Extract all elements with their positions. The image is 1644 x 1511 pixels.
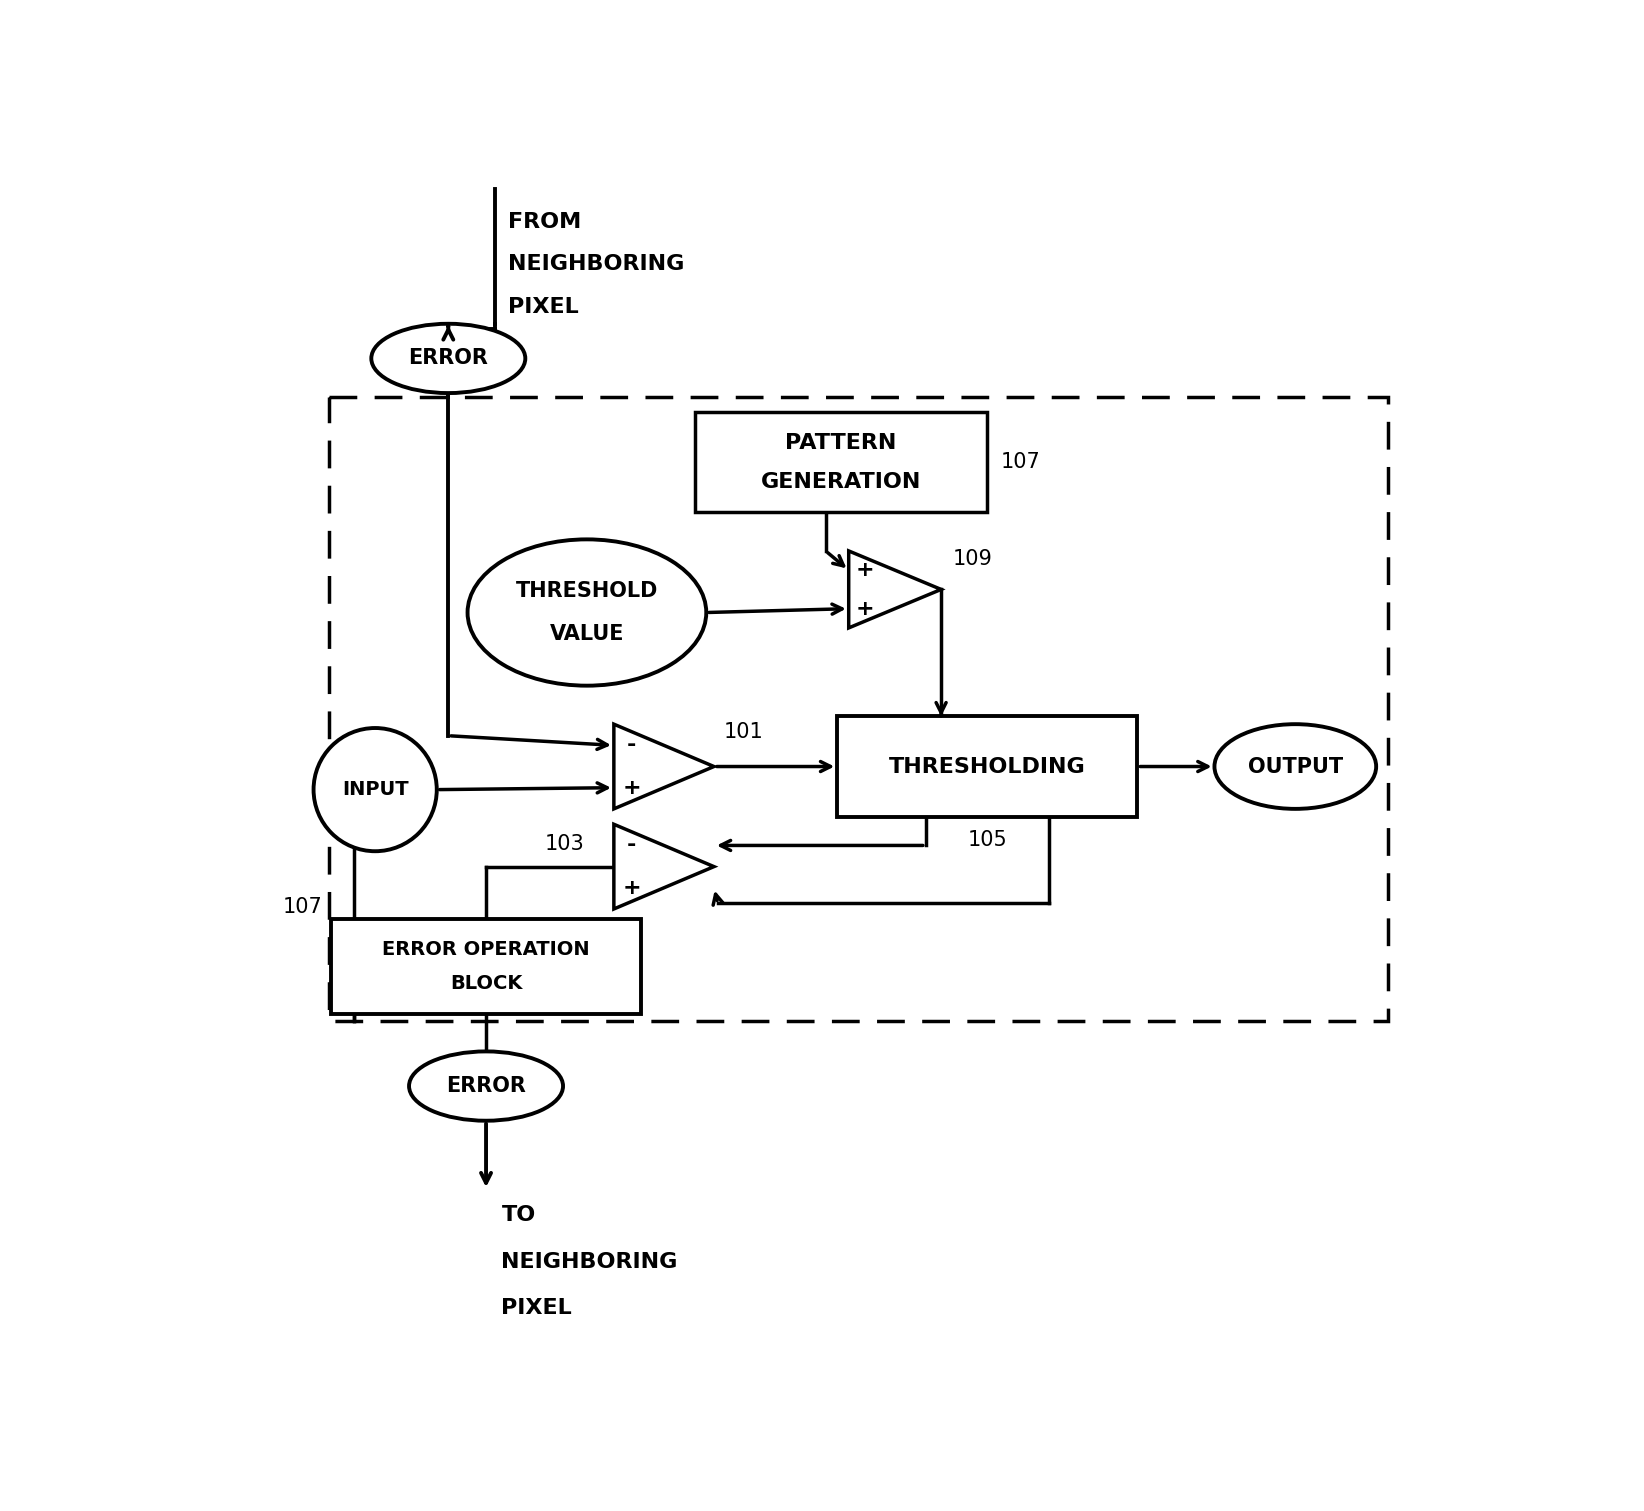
Text: THRESHOLDING: THRESHOLDING	[889, 757, 1085, 777]
Text: +: +	[857, 598, 875, 618]
FancyBboxPatch shape	[837, 716, 1138, 816]
Text: OUTPUT: OUTPUT	[1248, 757, 1343, 777]
Text: +: +	[857, 561, 875, 580]
Ellipse shape	[409, 1052, 562, 1121]
Circle shape	[314, 728, 437, 851]
Text: INPUT: INPUT	[342, 780, 408, 799]
Text: PIXEL: PIXEL	[501, 1298, 572, 1318]
Ellipse shape	[372, 323, 526, 393]
FancyBboxPatch shape	[332, 919, 641, 1014]
Text: ERROR OPERATION: ERROR OPERATION	[381, 940, 590, 959]
Text: 105: 105	[967, 830, 1008, 849]
Ellipse shape	[467, 539, 707, 686]
Polygon shape	[848, 552, 940, 629]
Text: 109: 109	[952, 548, 993, 568]
Text: 107: 107	[283, 898, 322, 917]
FancyBboxPatch shape	[695, 413, 988, 512]
Text: NEIGHBORING: NEIGHBORING	[508, 254, 686, 275]
Text: PATTERN: PATTERN	[786, 434, 896, 453]
Text: VALUE: VALUE	[549, 624, 625, 644]
Text: PIXEL: PIXEL	[508, 296, 579, 317]
Text: 103: 103	[544, 834, 584, 854]
Text: +: +	[623, 878, 641, 898]
Text: FROM: FROM	[508, 212, 582, 233]
Text: GENERATION: GENERATION	[761, 471, 921, 491]
Text: -: -	[628, 836, 636, 855]
Text: +: +	[623, 778, 641, 798]
Polygon shape	[613, 825, 713, 910]
Text: 107: 107	[1001, 452, 1041, 473]
Polygon shape	[613, 724, 713, 808]
Text: ERROR: ERROR	[408, 349, 488, 369]
Text: ERROR: ERROR	[446, 1076, 526, 1095]
Ellipse shape	[1215, 724, 1376, 808]
Text: BLOCK: BLOCK	[450, 975, 523, 993]
Text: 101: 101	[723, 722, 763, 742]
Text: -: -	[628, 736, 636, 756]
Text: THRESHOLD: THRESHOLD	[516, 580, 658, 601]
Text: NEIGHBORING: NEIGHBORING	[501, 1251, 677, 1272]
Text: TO: TO	[501, 1206, 536, 1225]
